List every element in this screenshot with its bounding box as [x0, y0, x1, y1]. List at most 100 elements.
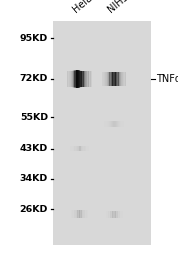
Bar — [78, 146, 79, 151]
Bar — [85, 71, 86, 87]
Bar — [77, 70, 78, 88]
Bar — [114, 121, 115, 127]
Bar — [116, 72, 117, 86]
Bar — [72, 146, 73, 151]
Bar — [76, 71, 77, 87]
Bar — [75, 71, 76, 87]
Bar — [71, 71, 72, 87]
Bar — [119, 121, 120, 127]
Bar — [109, 72, 110, 86]
Bar — [106, 121, 107, 127]
Bar — [83, 210, 84, 218]
Bar — [120, 211, 121, 218]
Bar — [110, 72, 111, 86]
Bar — [88, 71, 89, 87]
Bar — [112, 72, 113, 86]
Bar — [73, 210, 74, 218]
Text: 34KD: 34KD — [20, 174, 48, 183]
Bar — [86, 210, 87, 218]
Bar — [80, 71, 81, 87]
Bar — [120, 121, 121, 127]
Text: 26KD: 26KD — [20, 205, 48, 214]
Bar — [109, 121, 110, 127]
Bar — [106, 72, 107, 86]
Bar — [72, 71, 73, 87]
Bar — [78, 70, 79, 88]
Bar — [53, 21, 151, 245]
Bar — [84, 146, 85, 151]
Bar — [77, 146, 78, 151]
Bar — [111, 72, 112, 86]
Bar — [115, 121, 116, 127]
Bar — [114, 211, 115, 218]
Bar — [73, 70, 74, 88]
Bar — [122, 72, 123, 86]
Bar — [72, 71, 73, 87]
Bar — [77, 71, 78, 87]
Bar — [87, 210, 88, 218]
Bar — [83, 210, 84, 218]
Bar — [121, 121, 122, 127]
Bar — [121, 72, 122, 86]
Bar — [86, 210, 87, 218]
Bar — [85, 146, 86, 151]
Bar — [106, 72, 107, 86]
Bar — [74, 146, 75, 151]
Bar — [77, 210, 78, 218]
Bar — [125, 72, 126, 86]
Bar — [76, 146, 77, 151]
Bar — [76, 70, 77, 88]
Bar — [112, 72, 113, 86]
Bar — [121, 72, 122, 86]
Bar — [113, 211, 114, 218]
Bar — [79, 70, 80, 88]
Bar — [115, 72, 116, 86]
Bar — [122, 72, 123, 86]
Bar — [115, 211, 116, 218]
Bar — [79, 70, 80, 88]
Bar — [75, 210, 76, 218]
Bar — [117, 72, 118, 86]
Bar — [108, 211, 109, 218]
Bar — [81, 146, 82, 151]
Bar — [82, 71, 83, 87]
Bar — [78, 71, 79, 87]
Bar — [71, 210, 72, 218]
Bar — [69, 71, 70, 87]
Bar — [68, 71, 69, 87]
Text: Hela: Hela — [71, 0, 94, 14]
Bar — [78, 210, 79, 218]
Bar — [105, 121, 106, 127]
Bar — [74, 71, 75, 87]
Bar — [83, 71, 84, 87]
Bar — [74, 70, 75, 88]
Bar — [124, 72, 125, 86]
Bar — [67, 71, 68, 87]
Text: 55KD: 55KD — [20, 113, 48, 122]
Bar — [76, 210, 77, 218]
Bar — [73, 71, 74, 87]
Bar — [79, 210, 80, 218]
Bar — [86, 146, 87, 151]
Bar — [85, 146, 86, 151]
Text: TNFα: TNFα — [156, 74, 178, 84]
Bar — [123, 121, 124, 127]
Bar — [104, 121, 105, 127]
Bar — [81, 210, 82, 218]
Bar — [117, 121, 118, 127]
Bar — [110, 121, 111, 127]
Bar — [84, 210, 85, 218]
Bar — [88, 71, 89, 87]
Bar — [108, 72, 109, 86]
Bar — [113, 121, 114, 127]
Bar — [84, 71, 85, 87]
Bar — [77, 70, 78, 88]
Bar — [74, 210, 75, 218]
Bar — [72, 210, 73, 218]
Bar — [111, 211, 112, 218]
Bar — [75, 146, 76, 151]
Bar — [73, 70, 74, 88]
Bar — [80, 70, 81, 88]
Bar — [67, 71, 68, 87]
Bar — [114, 72, 115, 86]
